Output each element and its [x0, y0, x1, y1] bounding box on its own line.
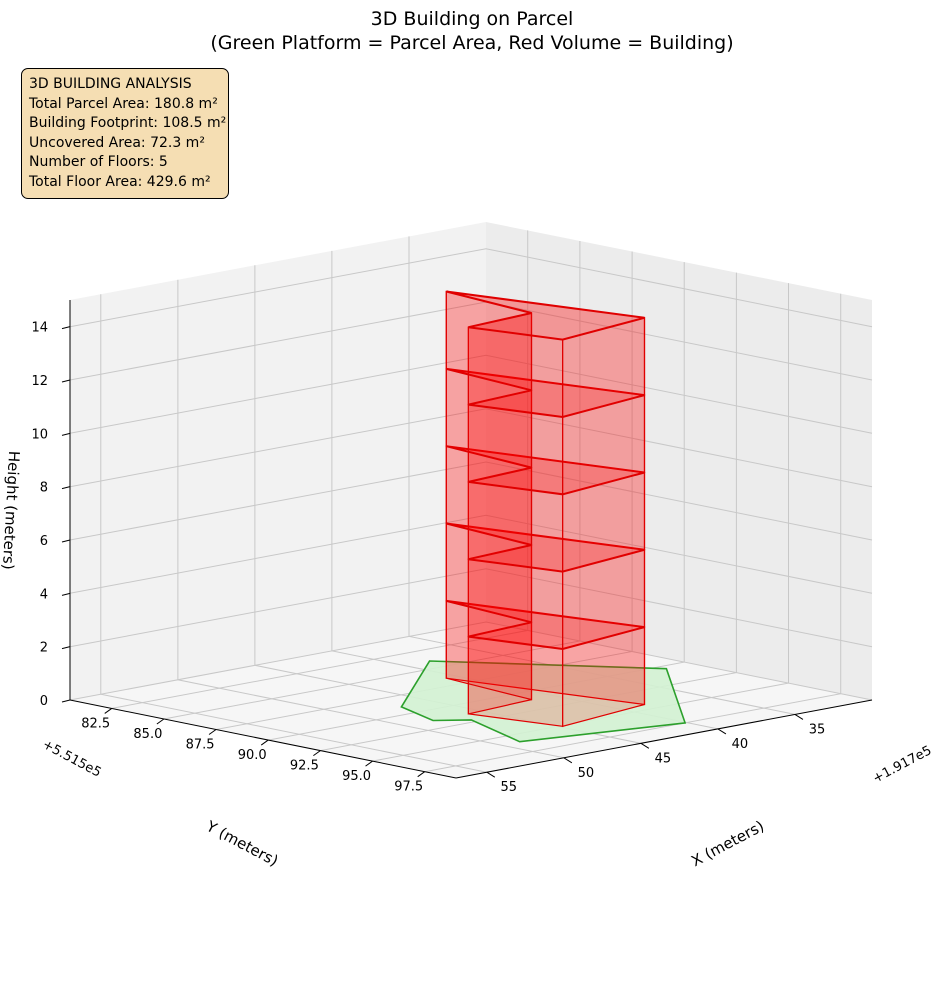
chart-title: 3D Building on Parcel: [370, 8, 574, 30]
z-tick-mark: [61, 379, 71, 383]
grid-line-z: [69, 408, 873, 488]
x-tick-mark: [417, 771, 425, 778]
info-line-parcel-area: Total Parcel Area: 180.8 m²: [29, 95, 218, 112]
analysis-info-box: 3D BUILDING ANALYSIS Total Parcel Area: …: [21, 68, 229, 199]
y-offset-label: +5.515e5: [40, 737, 104, 780]
x-tick-label: 95.0: [342, 769, 371, 784]
z-tick-label: 14: [31, 321, 48, 336]
z-tick-label: 2: [40, 641, 48, 656]
x-offset-label: +1.917e5: [870, 743, 934, 786]
tick-labels: 82.5 85.0 87.5 90.0 92.5 95.0 97.5 35 40 45 50 55 0 2…: [31, 321, 825, 796]
y-tick-label: 35: [809, 722, 826, 737]
chart-subtitle: (Green Platform = Parcel Area, Red Volum…: [210, 32, 734, 54]
y-tick-mark: [717, 728, 727, 735]
building-floor-slab: [446, 290, 645, 341]
z-tick-label: 6: [40, 534, 48, 549]
grid-lines: [69, 230, 873, 773]
x-tick-label: 90.0: [238, 748, 267, 763]
y-axis-line: [69, 699, 457, 779]
y-tick-label: 40: [732, 737, 749, 752]
info-line-uncovered: Uncovered Area: 72.3 m²: [29, 134, 205, 151]
z-axis-label: Height (meters): [0, 450, 23, 570]
y-tick-mark: [563, 757, 573, 764]
z-tick-mark: [61, 646, 71, 650]
pane-right-wall: [486, 222, 872, 700]
pane-left-wall: [70, 222, 486, 700]
y-tick-mark: [640, 742, 650, 749]
z-tick-label: 8: [40, 481, 48, 496]
z-tick-mark: [61, 326, 71, 330]
x-tick-label: 97.5: [394, 780, 423, 795]
y-tick-label: 50: [578, 766, 595, 781]
info-line-footprint: Building Footprint: 108.5 m²: [29, 115, 227, 131]
x-tick-mark: [313, 750, 321, 757]
x-tick-mark: [365, 760, 373, 767]
x-axis-line: [455, 699, 873, 779]
y-axis-label: Y (meters): [203, 817, 282, 870]
y-tick-label: 45: [655, 751, 672, 766]
axis-lines: [61, 300, 873, 779]
x-tick-label: 92.5: [290, 759, 319, 774]
y-tick-label: 55: [501, 780, 518, 795]
x-tick-mark: [104, 708, 113, 714]
x-tick-label: 85.0: [133, 727, 162, 742]
y-tick-mark: [794, 714, 804, 720]
info-line-floors: Number of Floors: 5: [29, 154, 168, 170]
z-tick-label: 10: [31, 427, 48, 442]
z-tick-label: 12: [31, 374, 48, 389]
z-tick-mark: [61, 539, 71, 543]
x-tick-label: 82.5: [81, 716, 110, 731]
x-tick-mark: [208, 729, 217, 735]
grid-line-z: [69, 621, 873, 701]
z-tick-mark: [61, 592, 71, 596]
x-tick-label: 87.5: [186, 738, 215, 753]
data-shapes: [400, 290, 687, 743]
z-tick-label: 4: [40, 587, 48, 602]
x-tick-mark: [260, 739, 269, 746]
y-tick-mark: [486, 771, 496, 778]
z-tick-label: 0: [40, 694, 48, 709]
grid-line-z: [69, 461, 873, 541]
grid-line-z: [69, 514, 873, 594]
grid-line-z: [69, 568, 873, 648]
x-axis-label: X (meters): [688, 817, 767, 870]
z-tick-mark: [61, 486, 71, 490]
x-tick-mark: [156, 718, 165, 725]
z-tick-mark: [61, 699, 71, 703]
grid-line-z: [69, 354, 873, 434]
z-tick-mark: [61, 432, 71, 436]
axes-panes: [70, 222, 872, 778]
info-heading: 3D BUILDING ANALYSIS: [29, 76, 192, 92]
info-line-floor-area: Total Floor Area: 429.6 m²: [29, 173, 211, 190]
grid-line-z: [69, 248, 873, 328]
